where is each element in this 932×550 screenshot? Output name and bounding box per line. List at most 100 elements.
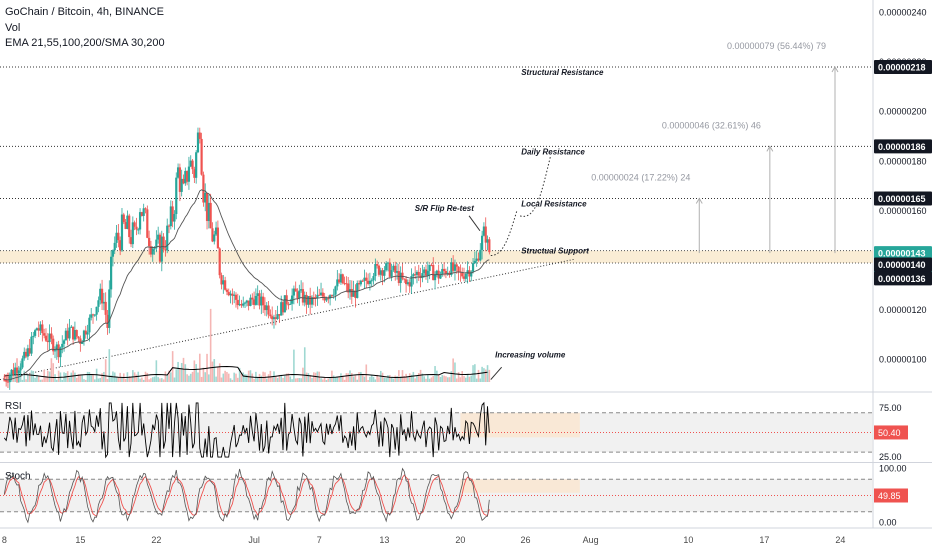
candle-body bbox=[312, 297, 315, 299]
volume-bar bbox=[57, 370, 60, 382]
candle-body bbox=[385, 263, 388, 271]
candle-body bbox=[251, 297, 254, 300]
candle-body bbox=[200, 138, 203, 175]
candle-body bbox=[272, 317, 276, 320]
candle-body bbox=[77, 336, 80, 339]
candle-body bbox=[205, 192, 209, 222]
volume-bar bbox=[430, 377, 433, 382]
volume-bar bbox=[305, 372, 308, 382]
candle-body bbox=[263, 305, 267, 311]
candle-body bbox=[388, 262, 391, 277]
volume-bar bbox=[197, 372, 199, 382]
volume-bar bbox=[381, 372, 384, 382]
candle-body bbox=[408, 282, 411, 287]
candle-body bbox=[267, 305, 270, 315]
candle-body bbox=[111, 250, 115, 257]
volume-bar bbox=[331, 370, 333, 382]
moving-averages-label: EMA 21,55,100,200/SMA 30,200 bbox=[5, 37, 165, 49]
candle-body bbox=[262, 296, 265, 306]
volume-bar bbox=[287, 373, 290, 382]
candle-body bbox=[14, 367, 17, 375]
candle-body bbox=[300, 289, 303, 291]
volume-bar bbox=[446, 377, 449, 382]
candle-body bbox=[222, 280, 225, 285]
candle-body bbox=[443, 268, 446, 272]
candle-body bbox=[90, 314, 93, 318]
time-tick-label: Aug bbox=[583, 535, 599, 545]
candle-body bbox=[66, 330, 69, 339]
candle-body bbox=[225, 289, 229, 292]
volume-bar bbox=[450, 371, 453, 382]
volume-bar bbox=[425, 378, 427, 382]
candle-body bbox=[64, 330, 67, 341]
candle-body bbox=[153, 248, 156, 250]
candle-body bbox=[204, 192, 207, 203]
candle-body bbox=[269, 314, 272, 317]
volume-bar bbox=[211, 361, 214, 382]
candle-body bbox=[59, 347, 62, 358]
candle-body bbox=[486, 239, 489, 243]
price-tick-label: 0.00000200 bbox=[879, 107, 927, 117]
volume-bar bbox=[372, 376, 375, 382]
candle-body bbox=[131, 222, 134, 245]
candle-body bbox=[424, 269, 428, 276]
candle-body bbox=[390, 270, 393, 277]
volume-bar bbox=[177, 361, 179, 382]
candle-body bbox=[213, 234, 216, 242]
candle-body bbox=[115, 232, 118, 243]
candle-body bbox=[189, 160, 192, 167]
candle-body bbox=[365, 277, 368, 281]
candle-body bbox=[10, 369, 13, 376]
candle-body bbox=[15, 367, 19, 374]
volume-bar bbox=[474, 364, 476, 382]
volume-bar bbox=[37, 376, 40, 382]
ema-line bbox=[4, 189, 490, 381]
volume-bar bbox=[204, 372, 207, 382]
time-tick-label: 26 bbox=[521, 535, 531, 545]
candle-body bbox=[457, 266, 460, 272]
volume-bar bbox=[398, 370, 400, 382]
volume-bar bbox=[168, 370, 170, 382]
candle-body bbox=[399, 272, 402, 284]
candle-body bbox=[227, 291, 230, 296]
volume-bar bbox=[198, 353, 201, 382]
candle-body bbox=[120, 214, 124, 251]
volume-bar bbox=[296, 378, 299, 382]
candle-body bbox=[28, 348, 31, 354]
volume-bar bbox=[56, 379, 58, 382]
rsi-band bbox=[0, 412, 873, 453]
volume-bar bbox=[300, 378, 302, 382]
volume-bar bbox=[421, 373, 424, 382]
candle-body bbox=[345, 283, 348, 285]
volume-bar bbox=[466, 373, 469, 382]
volume-bar bbox=[180, 363, 183, 382]
volume-bar bbox=[436, 370, 438, 382]
volume-bar bbox=[459, 377, 462, 382]
stoch-pane-label: Stoch bbox=[5, 471, 31, 482]
volume-bar bbox=[419, 369, 422, 382]
candle-body bbox=[211, 228, 214, 242]
rsi-current-bg bbox=[874, 425, 908, 440]
candle-body bbox=[128, 215, 131, 238]
volume-bar bbox=[68, 377, 71, 382]
candle-body bbox=[68, 327, 71, 339]
candle-body bbox=[366, 280, 370, 284]
candle-body bbox=[61, 343, 64, 348]
volume-bar bbox=[360, 371, 362, 382]
volume-bar bbox=[477, 369, 480, 382]
volume-bar bbox=[408, 373, 411, 382]
volume-bar bbox=[314, 372, 317, 382]
time-tick-label: 7 bbox=[317, 535, 322, 545]
candle-body bbox=[254, 295, 257, 305]
volume-bar bbox=[356, 379, 359, 382]
volume-bar bbox=[343, 379, 346, 382]
candle-body bbox=[276, 314, 279, 319]
volume-bar bbox=[389, 374, 391, 382]
candle-body bbox=[175, 177, 178, 215]
candle-body bbox=[430, 264, 433, 266]
level-axis-badge: 0.00000218 bbox=[878, 62, 926, 72]
candle-body bbox=[281, 302, 285, 313]
volume-bar bbox=[54, 374, 56, 382]
volume-bar bbox=[79, 374, 82, 382]
